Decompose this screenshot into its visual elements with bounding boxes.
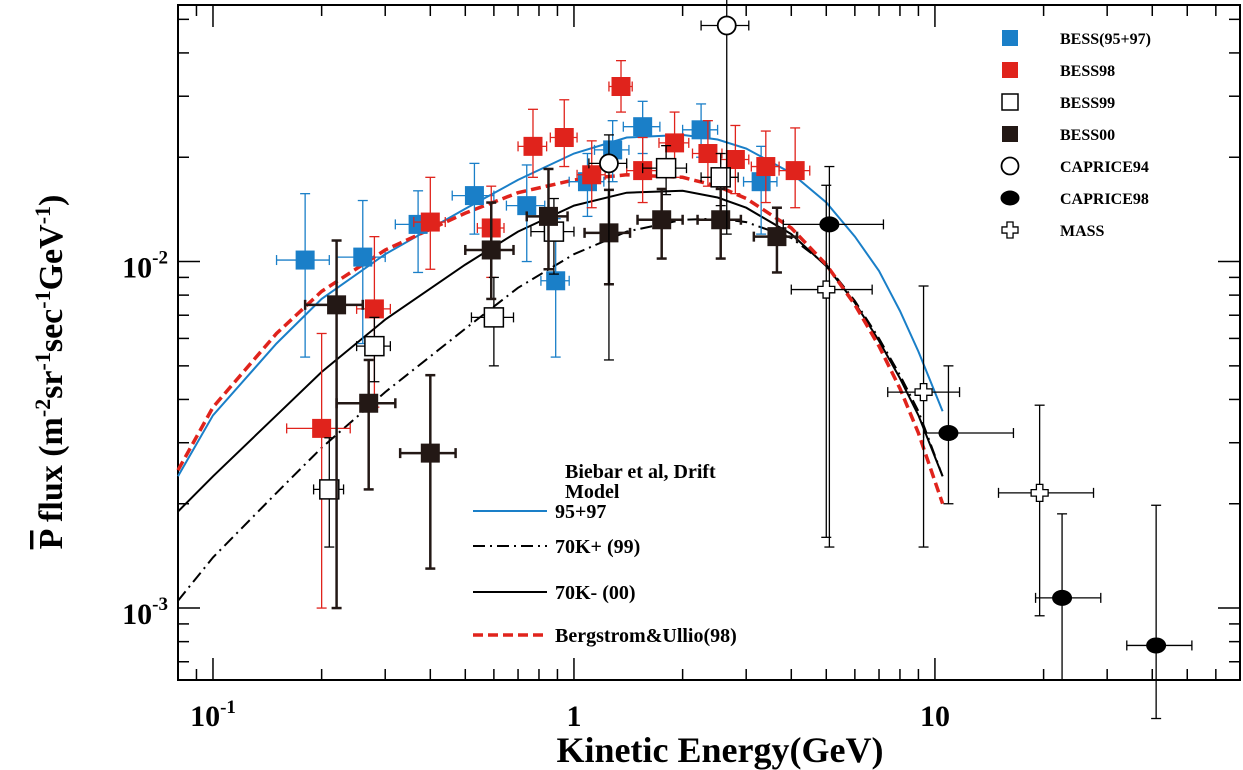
marker-filled-square xyxy=(546,271,566,291)
marker-filled-square xyxy=(359,393,379,413)
legend-label: BESS00 xyxy=(1060,127,1115,144)
legend-entry: CAPRICE98 xyxy=(1000,190,1149,208)
x-tick-label: 10-1 xyxy=(190,697,236,733)
marker-open-square xyxy=(483,307,505,328)
model-curves xyxy=(176,133,945,602)
y-tick-label: 10-2 xyxy=(122,248,168,285)
legend-entry: BESS00 xyxy=(1002,126,1115,144)
marker-open-circle xyxy=(716,15,737,36)
x-axis-title: Kinetic Energy(GeV) xyxy=(557,730,884,770)
marker-filled-square xyxy=(711,210,731,230)
plot-frame xyxy=(177,4,1241,681)
marker-open-cross xyxy=(914,382,933,402)
marker-open-circle xyxy=(1000,156,1020,176)
legend: BESS(95+97) BESS98 BESS99 BESS00 CAPRICE94 CA… xyxy=(1000,30,1151,240)
marker-filled-square xyxy=(295,250,315,270)
model-legend-label: Bergstrom&Ullio(98) xyxy=(555,625,737,647)
marker-filled-square xyxy=(633,117,653,137)
marker-filled-square xyxy=(611,77,631,97)
marker-filled-square xyxy=(1002,62,1018,78)
series-caprice94 xyxy=(588,0,750,361)
marker-filled-square xyxy=(554,128,574,148)
marker-filled-circle xyxy=(1000,190,1020,206)
marker-open-square xyxy=(710,167,731,188)
marker-open-cross xyxy=(1030,483,1049,503)
series-caprice98 xyxy=(782,165,1193,720)
series-bess00 xyxy=(303,167,799,610)
marker-filled-square xyxy=(756,157,776,177)
model-curve xyxy=(176,173,945,505)
series-bess98 xyxy=(286,59,811,609)
axis-labels: 10-1 1 10 10-2 10-3 Kinetic Energy(GeV) P flux… xyxy=(30,195,950,770)
axes xyxy=(177,4,1241,681)
marker-filled-square xyxy=(464,186,484,206)
marker-filled-square xyxy=(1002,126,1018,142)
x-tick-label: 1 xyxy=(566,700,581,733)
marker-filled-square xyxy=(767,227,787,247)
marker-filled-square xyxy=(582,165,602,185)
marker-filled-square xyxy=(481,240,501,260)
model-legend-title: Biebar et al, Drift Model xyxy=(565,461,716,503)
marker-filled-square xyxy=(698,144,718,164)
legend-label: BESS98 xyxy=(1060,63,1115,80)
marker-filled-circle xyxy=(1052,589,1073,606)
marker-filled-circle xyxy=(938,425,959,442)
legend-entry: BESS99 xyxy=(1001,93,1115,112)
marker-filled-square xyxy=(517,196,537,216)
legend-entry: MASS xyxy=(1001,221,1105,240)
marker-filled-square xyxy=(353,247,373,267)
marker-filled-square xyxy=(652,210,672,230)
marker-open-square xyxy=(1001,93,1019,111)
marker-filled-square xyxy=(665,133,685,153)
marker-open-square xyxy=(319,479,340,500)
marker-filled-square xyxy=(691,120,711,140)
legend-label: CAPRICE94 xyxy=(1060,159,1149,176)
series-mass xyxy=(790,184,1095,617)
legend-entry: BESS(95+97) xyxy=(1002,30,1151,48)
marker-filled-square xyxy=(312,418,332,438)
marker-open-square xyxy=(655,157,677,179)
model-curve xyxy=(177,133,944,477)
y-tick-label: 10-3 xyxy=(122,594,168,631)
marker-filled-circle xyxy=(1146,637,1167,654)
marker-filled-square xyxy=(420,443,440,463)
model-legend-label: 95+97 xyxy=(555,501,606,523)
marker-filled-square xyxy=(1002,30,1018,46)
marker-filled-square xyxy=(523,136,543,156)
marker-open-cross xyxy=(817,280,836,299)
marker-filled-square xyxy=(364,299,384,319)
legend-label: MASS xyxy=(1060,223,1105,240)
marker-open-circle xyxy=(599,153,619,174)
legend-entry: CAPRICE94 xyxy=(1000,156,1149,176)
model-legend-label: 70K- (00) xyxy=(555,582,636,604)
data-points xyxy=(275,0,1193,720)
legend-label: BESS99 xyxy=(1060,95,1115,112)
marker-filled-square xyxy=(785,161,805,181)
marker-filled-square xyxy=(538,206,558,226)
x-tick-label: 10 xyxy=(920,700,950,733)
legend-label: CAPRICE98 xyxy=(1060,191,1149,208)
marker-filled-circle xyxy=(819,216,840,233)
series-bess99 xyxy=(312,145,739,548)
marker-open-cross xyxy=(1001,221,1019,239)
marker-filled-square xyxy=(327,295,347,315)
y-axis-title: P flux (m-2sr-1sec-1GeV-1) xyxy=(30,195,71,550)
marker-filled-square xyxy=(420,212,440,232)
model-legend-label: 70K+ (99) xyxy=(555,536,640,558)
legend-label: BESS(95+97) xyxy=(1060,31,1151,48)
marker-filled-square xyxy=(725,150,745,170)
legend-entry: BESS98 xyxy=(1002,62,1115,80)
marker-open-square xyxy=(364,335,385,357)
